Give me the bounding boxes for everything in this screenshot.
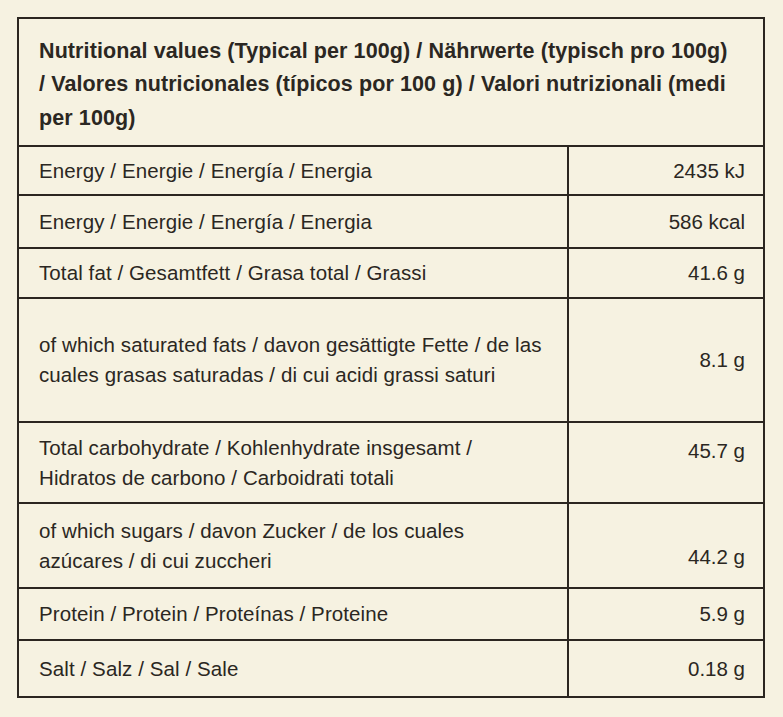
- nutrient-value: 5.9 g: [569, 589, 763, 639]
- nutrition-table: Nutritional values (Typical per 100g) / …: [17, 17, 765, 698]
- nutrient-value: 0.18 g: [569, 641, 763, 696]
- nutrient-label: Protein / Protein / Proteínas / Proteine: [19, 589, 569, 639]
- table-title: Nutritional values (Typical per 100g) / …: [19, 19, 763, 145]
- nutrient-label: of which saturated fats / davon gesättig…: [19, 299, 569, 421]
- nutrient-value: 586 kcal: [569, 196, 763, 247]
- table-row-sugars: of which sugars / davon Zucker / de los …: [19, 502, 763, 587]
- nutrient-label: of which sugars / davon Zucker / de los …: [19, 504, 569, 587]
- nutrient-value: 44.2 g: [569, 504, 763, 587]
- table-row-total-fat: Total fat / Gesamtfett / Grasa total / G…: [19, 247, 763, 297]
- table-row-energy-kj: Energy / Energie / Energía / Energia 243…: [19, 145, 763, 194]
- table-row-energy-kcal: Energy / Energie / Energía / Energia 586…: [19, 194, 763, 247]
- nutrient-label: Total carbohydrate / Kohlenhydrate insge…: [19, 423, 569, 502]
- nutrient-label: Total fat / Gesamtfett / Grasa total / G…: [19, 249, 569, 297]
- nutrient-value: 2435 kJ: [569, 147, 763, 194]
- nutrient-label: Energy / Energie / Energía / Energia: [19, 196, 569, 247]
- table-row-salt: Salt / Salz / Sal / Sale 0.18 g: [19, 639, 763, 696]
- table-row-carbohydrate: Total carbohydrate / Kohlenhydrate insge…: [19, 421, 763, 502]
- nutrient-value: 45.7 g: [569, 423, 763, 502]
- nutrient-label: Energy / Energie / Energía / Energia: [19, 147, 569, 194]
- nutrient-value: 41.6 g: [569, 249, 763, 297]
- nutrient-label: Salt / Salz / Sal / Sale: [19, 641, 569, 696]
- nutrient-value: 8.1 g: [569, 299, 763, 421]
- table-row-saturated-fats: of which saturated fats / davon gesättig…: [19, 297, 763, 421]
- table-row-protein: Protein / Protein / Proteínas / Proteine…: [19, 587, 763, 639]
